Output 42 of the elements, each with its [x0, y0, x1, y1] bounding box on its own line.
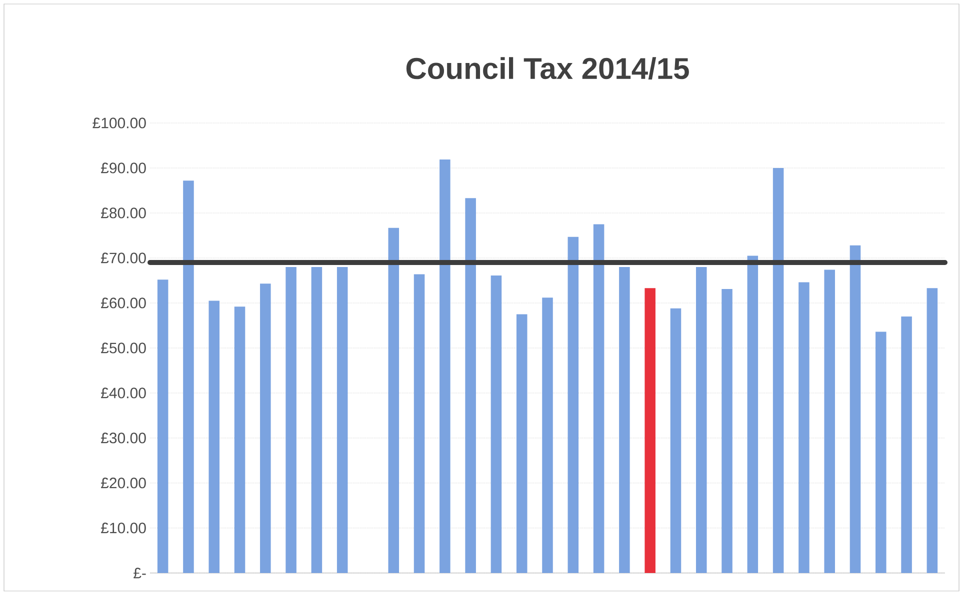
- y-tick-label: £-: [134, 568, 146, 578]
- bar: [260, 284, 271, 573]
- bar: [644, 288, 656, 573]
- y-tick-label: £70.00: [101, 252, 146, 264]
- bar: [593, 224, 604, 573]
- bar: [824, 270, 835, 573]
- bar: [747, 256, 758, 573]
- bar: [696, 266, 707, 573]
- y-tick-label: £100.00: [92, 118, 146, 128]
- bar: [876, 332, 886, 573]
- y-tick-label: £40.00: [101, 388, 146, 398]
- y-tick-label: £30.00: [101, 432, 146, 444]
- bar: [388, 228, 400, 573]
- bar: [901, 316, 912, 573]
- bar: [772, 168, 784, 573]
- bar: [286, 266, 296, 573]
- bar: [568, 236, 579, 573]
- bar: [157, 280, 168, 573]
- bar: [722, 289, 732, 573]
- y-tick-label: £20.00: [101, 478, 146, 488]
- bar: [670, 308, 682, 573]
- bar: [336, 266, 348, 573]
- bar: [440, 159, 450, 573]
- bar: [542, 298, 553, 573]
- bar: [414, 274, 425, 573]
- bar: [798, 282, 810, 573]
- bar: [926, 288, 938, 573]
- bar: [208, 300, 220, 573]
- y-tick-label: £50.00: [101, 342, 146, 354]
- y-tick-label: £60.00: [101, 298, 146, 308]
- y-tick-label: £10.00: [101, 522, 146, 534]
- bar: [183, 180, 194, 573]
- y-tick-label: £90.00: [101, 162, 146, 174]
- bar: [619, 266, 630, 573]
- bar: [311, 266, 322, 573]
- bar: [850, 245, 861, 573]
- bar: [490, 276, 502, 573]
- bar: [465, 198, 476, 573]
- bar: [516, 314, 528, 573]
- y-tick-label: £80.00: [101, 208, 146, 218]
- bar: [234, 306, 246, 573]
- chart-title: Council Tax 2014/15: [406, 57, 689, 80]
